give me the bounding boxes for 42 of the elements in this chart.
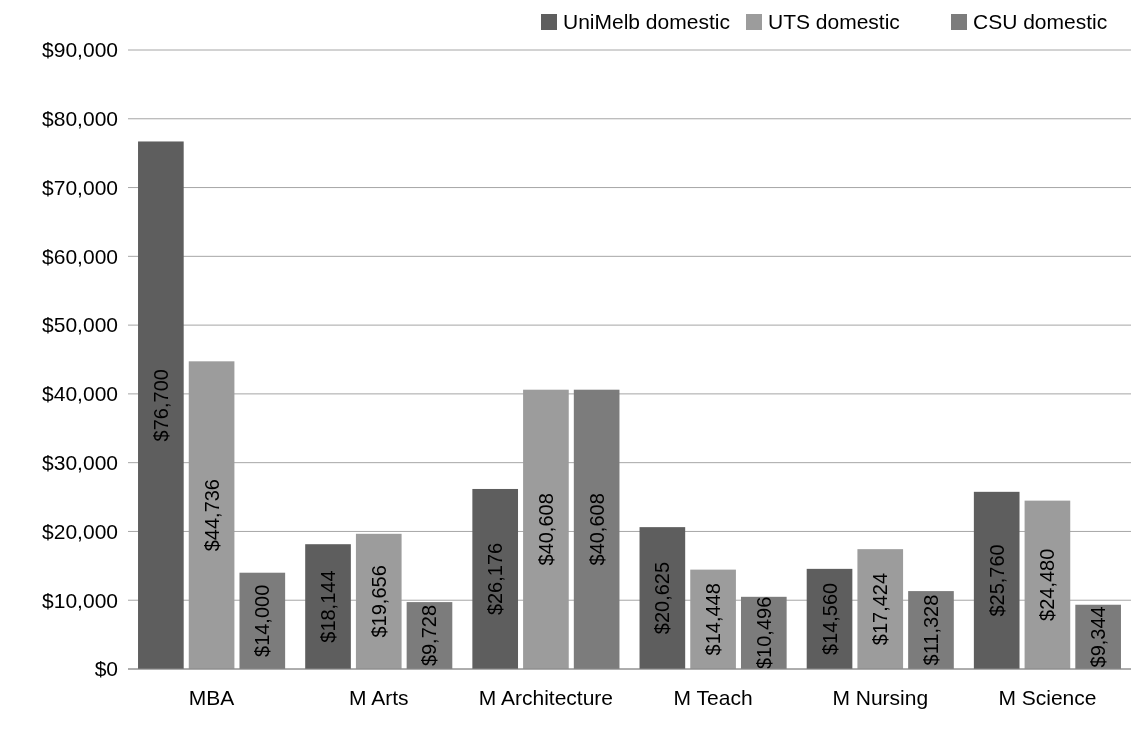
data-label: $14,000 [251, 584, 274, 657]
y-tick-label: $90,000 [42, 38, 118, 62]
bar [305, 544, 351, 669]
data-label: $76,700 [149, 369, 172, 442]
data-label: $10,496 [752, 596, 775, 670]
bar [472, 488, 519, 669]
data-label: $19,656 [367, 565, 390, 638]
x-tick-label: M Architecture [478, 686, 614, 709]
y-tick-label: $80,000 [42, 107, 118, 131]
data-label: $9,344 [1087, 606, 1110, 668]
x-tick-label: MBA [188, 686, 235, 709]
y-tick-label: $40,000 [42, 382, 118, 406]
x-tick-label: M Science [998, 686, 1097, 709]
data-label: $14,448 [702, 583, 725, 656]
data-label: $24,480 [1036, 548, 1059, 621]
legend-label: UTS domestic [768, 10, 900, 34]
x-tick-label: M Arts [348, 686, 409, 709]
y-tick-label: $70,000 [42, 175, 118, 199]
data-label: $11,328 [919, 594, 942, 666]
y-tick-label: $30,000 [42, 451, 118, 475]
data-label: $40,608 [534, 493, 557, 566]
data-label: $20,625 [651, 561, 674, 635]
x-tick-label: M Teach [673, 686, 753, 709]
bar [138, 141, 184, 669]
y-tick-label: $50,000 [42, 313, 118, 337]
data-label: $14,560 [818, 582, 841, 656]
legend-label: CSU domestic [973, 10, 1108, 34]
y-tick-label: $10,000 [42, 588, 118, 612]
data-label: $26,176 [484, 542, 507, 616]
data-label: $9,728 [418, 604, 441, 667]
y-tick-label: $20,000 [42, 519, 118, 543]
data-label: $25,760 [985, 544, 1008, 617]
y-tick-label: $60,000 [42, 244, 118, 268]
bar [639, 527, 686, 669]
x-tick-label: M Nursing [832, 686, 929, 709]
data-label: $17,424 [869, 572, 892, 646]
bar [973, 491, 1020, 669]
legend-label: UniMelb domestic [563, 10, 730, 34]
y-tick-label: $0 [94, 657, 118, 681]
data-label: $40,608 [585, 493, 608, 566]
data-label: $44,736 [200, 479, 223, 552]
data-label: $18,144 [317, 570, 340, 643]
